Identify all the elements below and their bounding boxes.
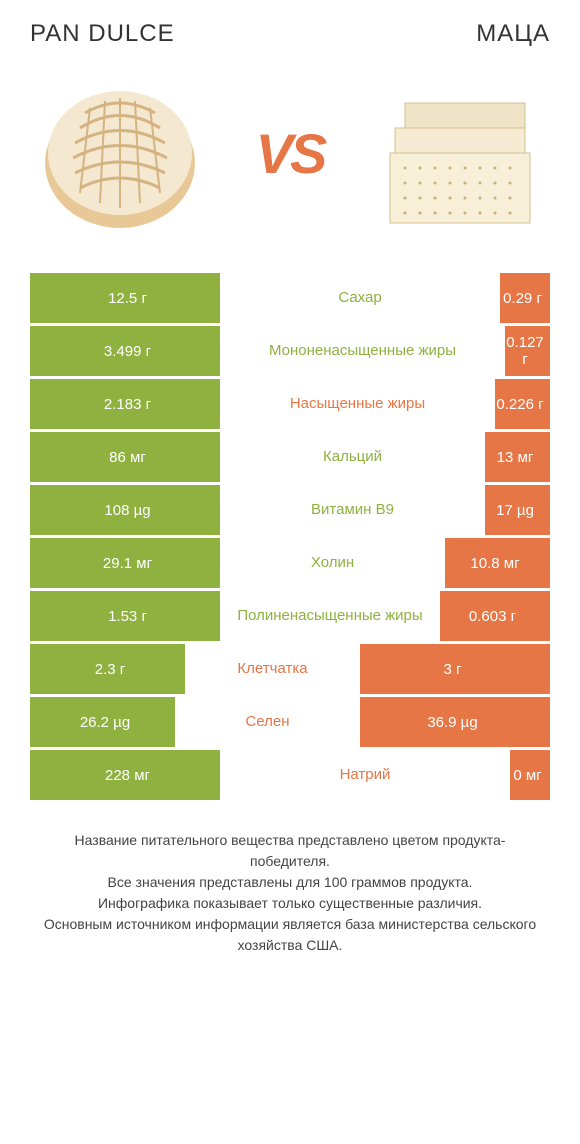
food-image-left [30,68,210,238]
table-row: 3.499 гМононенасыщенные жиры0.127 г [30,326,550,376]
table-row: 29.1 мгХолин10.8 мг [30,538,550,588]
table-row: 2.3 гКлетчатка3 г [30,644,550,694]
nutrient-label: Насыщенные жиры [220,379,495,429]
nutrient-label: Сахар [220,273,500,323]
title-right: МАЦА [476,20,550,48]
nutrient-label: Мононенасыщенные жиры [220,326,505,376]
value-left: 29.1 мг [30,538,220,588]
value-left: 86 мг [30,432,220,482]
table-row: 228 мгНатрий0 мг [30,750,550,800]
value-left: 1.53 г [30,591,220,641]
comparison-table: 12.5 гСахар0.29 г3.499 гМононенасыщенные… [30,273,550,800]
nutrient-label: Клетчатка [185,644,360,694]
value-left: 3.499 г [30,326,220,376]
table-row: 108 µgВитамин B917 µg [30,485,550,535]
table-row: 12.5 гСахар0.29 г [30,273,550,323]
value-left: 108 µg [30,485,220,535]
footnote: Название питательного вещества представл… [30,830,550,956]
footnote-line: Все значения представлены для 100 граммо… [40,872,540,893]
value-left: 26.2 µg [30,697,175,747]
nutrient-label: Кальций [220,432,485,482]
value-right: 0.226 г [495,379,550,429]
value-right: 0.603 г [440,591,550,641]
value-left: 2.183 г [30,379,220,429]
nutrient-label: Полиненасыщенные жиры [220,591,440,641]
table-row: 2.183 гНасыщенные жиры0.226 г [30,379,550,429]
footnote-line: Название питательного вещества представл… [40,830,540,872]
footnote-line: Основным источником информации является … [40,914,540,956]
nutrient-label: Холин [220,538,445,588]
images-row: VS [30,63,550,243]
value-right: 36.9 µg [360,697,550,747]
table-row: 26.2 µgСелен36.9 µg [30,697,550,747]
header: PAN DULCE МАЦА [30,20,550,48]
value-left: 12.5 г [30,273,220,323]
vs-label: VS [256,121,325,186]
value-right: 3 г [360,644,550,694]
value-left: 2.3 г [30,644,185,694]
food-image-right [370,68,550,238]
footnote-line: Инфографика показывает только существенн… [40,893,540,914]
value-right: 0.29 г [500,273,550,323]
table-row: 86 мгКальций13 мг [30,432,550,482]
value-right: 0 мг [510,750,550,800]
value-right: 0.127 г [505,326,550,376]
nutrient-label: Витамин B9 [220,485,485,535]
value-left: 228 мг [30,750,220,800]
value-right: 10.8 мг [445,538,550,588]
nutrient-label: Селен [175,697,360,747]
value-right: 17 µg [485,485,550,535]
table-row: 1.53 гПолиненасыщенные жиры0.603 г [30,591,550,641]
nutrient-label: Натрий [220,750,510,800]
title-left: PAN DULCE [30,20,175,48]
value-right: 13 мг [485,432,550,482]
